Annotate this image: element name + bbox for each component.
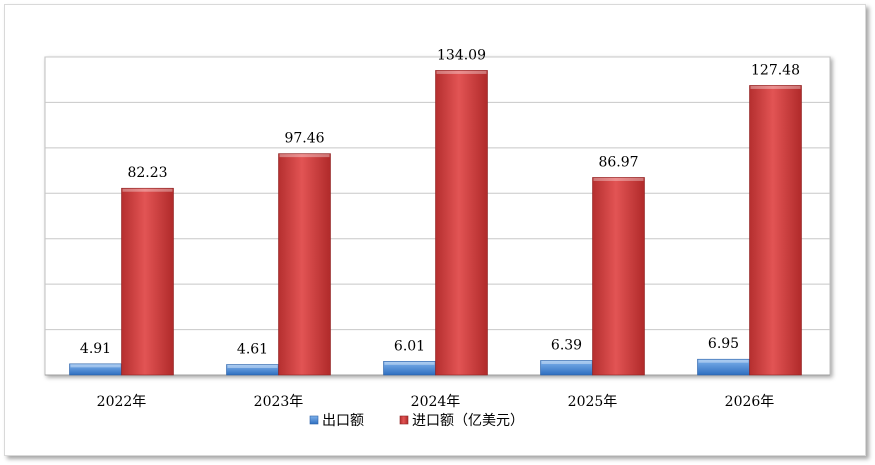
x-tick-label: 2023年 xyxy=(254,394,304,410)
data-labels: 4.91 82.23 4.61 97.46 6.01 134.09 6.39 86.97 6.9… xyxy=(80,47,800,357)
x-tick-label: 2022年 xyxy=(97,394,147,410)
bar-highlight xyxy=(541,360,592,364)
bar-import-1 xyxy=(278,153,331,376)
bar-import-0 xyxy=(121,187,174,376)
legend-swatch-import xyxy=(399,415,409,425)
bar-highlight xyxy=(436,70,487,74)
legend: 出口额 进口额（亿美元） xyxy=(309,413,524,429)
bar-highlight xyxy=(750,85,801,89)
data-label: 97.46 xyxy=(284,131,324,147)
bar-highlight xyxy=(122,188,173,192)
bar-highlight xyxy=(279,154,330,158)
data-label: 86.97 xyxy=(598,154,638,170)
x-tick-label: 2025年 xyxy=(568,394,618,410)
legend-swatch-export xyxy=(309,415,319,425)
bar-highlight xyxy=(227,365,278,369)
data-label: 4.61 xyxy=(237,342,268,358)
legend-label: 出口额 xyxy=(322,413,364,429)
bar-highlight xyxy=(698,359,749,363)
x-tick-label: 2024年 xyxy=(411,394,461,410)
data-label: 82.23 xyxy=(127,165,167,181)
data-label: 6.01 xyxy=(394,338,425,354)
data-label: 4.91 xyxy=(80,341,111,357)
data-label: 134.09 xyxy=(437,47,486,63)
bar-import-4 xyxy=(749,85,802,376)
bars xyxy=(69,70,802,376)
data-label: 127.48 xyxy=(751,62,800,78)
bar-import-3 xyxy=(592,177,645,376)
data-label: 6.95 xyxy=(708,336,739,352)
data-label: 6.39 xyxy=(551,337,582,353)
bar-highlight xyxy=(384,361,435,365)
bar-highlight xyxy=(70,364,121,368)
bar-import-2 xyxy=(435,70,488,376)
x-axis-tick-labels: 2022年 2023年 2024年 2025年 2026年 xyxy=(97,394,775,410)
bar-highlight xyxy=(593,177,644,181)
x-tick-label: 2026年 xyxy=(725,394,775,410)
legend-label: 进口额（亿美元） xyxy=(412,413,524,429)
